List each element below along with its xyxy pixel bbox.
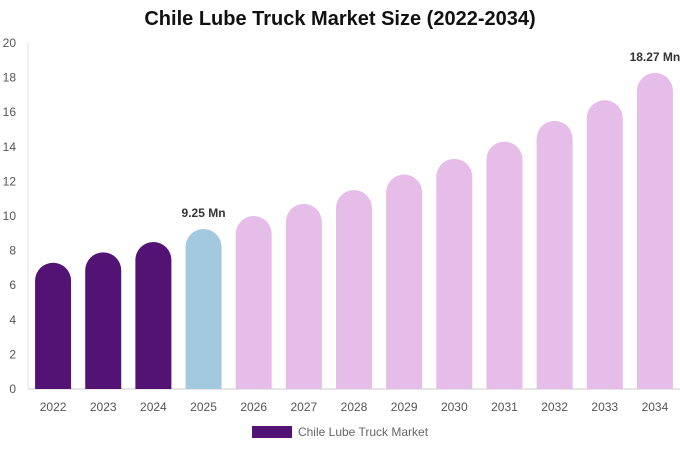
y-tick-label: 14: [3, 140, 17, 154]
legend-swatch: [251, 426, 292, 438]
bar-2034: [636, 72, 673, 389]
y-tick-label: 10: [3, 209, 17, 223]
x-tick-label: 2025: [190, 400, 217, 414]
x-tick-label: 2032: [541, 400, 568, 414]
x-tick-label: 2030: [441, 400, 468, 414]
y-axis: 0 2 4 6 8 10 12 14 16 18 20: [3, 36, 29, 396]
data-label-2025: 9.25 Mn: [182, 206, 226, 220]
y-tick-label: 0: [9, 382, 16, 396]
x-tick-label: 2033: [591, 400, 618, 414]
bar-2024: [135, 241, 172, 389]
y-tick-label: 16: [3, 105, 17, 119]
bar-2022: [35, 262, 72, 389]
data-labels: 9.25 Mn 18.27 Mn: [182, 50, 680, 220]
legend: Chile Lube Truck Market: [0, 425, 680, 439]
x-tick-label: 2024: [140, 400, 167, 414]
y-tick-label: 8: [9, 244, 16, 258]
y-tick-label: 18: [3, 71, 17, 85]
x-tick-label: 2022: [40, 400, 67, 414]
legend-label: Chile Lube Truck Market: [297, 425, 429, 439]
bar-2025: [185, 228, 222, 389]
x-tick-label: 2028: [341, 400, 368, 414]
x-tick-label: 2034: [642, 400, 669, 414]
x-tick-label: 2029: [391, 400, 418, 414]
y-tick-label: 6: [9, 278, 16, 292]
x-axis: 2022 2023 2024 2025 2026 2027 2028 2029 2030 2031…: [28, 388, 680, 414]
bar-2033: [586, 100, 623, 389]
x-tick-label: 2031: [491, 400, 518, 414]
bar-2027: [285, 203, 322, 389]
y-tick-label: 4: [9, 313, 16, 327]
bar-2030: [436, 158, 473, 389]
data-label-2034: 18.27 Mn: [630, 50, 680, 64]
x-tick-label: 2023: [90, 400, 117, 414]
bars: [35, 72, 673, 389]
bar-2029: [386, 174, 423, 389]
y-tick-label: 2: [9, 347, 16, 361]
y-tick-label: 12: [3, 174, 17, 188]
x-tick-label: 2027: [290, 400, 317, 414]
bar-2028: [336, 190, 372, 389]
bar-2026: [235, 216, 272, 389]
chart-title: Chile Lube Truck Market Size (2022-2034): [144, 8, 536, 30]
bar-2023: [85, 252, 122, 389]
x-tick-label: 2026: [240, 400, 267, 414]
bar-2032: [536, 120, 573, 389]
bar-2031: [486, 141, 523, 389]
y-tick-label: 20: [3, 36, 17, 50]
